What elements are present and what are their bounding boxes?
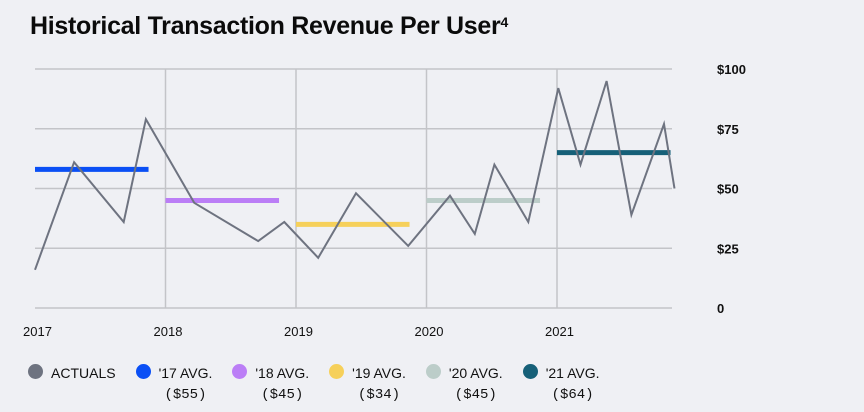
legend-item: '18 AVG. ($45) (232, 362, 309, 406)
title-footnote: 4 (500, 14, 508, 30)
legend-label: '18 AVG. (255, 365, 310, 381)
legend-swatch-icon (135, 364, 151, 379)
legend-item: '19 AVG. ($34) (329, 362, 406, 406)
legend-value: ($64) (551, 387, 594, 403)
legend-swatch-icon (425, 364, 441, 379)
actuals-line-group (34, 80, 676, 271)
legend-value: ($34) (358, 387, 401, 403)
legend-swatch-icon (28, 364, 43, 379)
chart-title: Historical Transaction Revenue Per User4 (30, 12, 508, 41)
x-tick-label: 2017 (23, 324, 52, 339)
x-tick-label: 2018 (154, 324, 183, 339)
y-tick-label: 0 (717, 301, 724, 316)
legend-item: '17 AVG. ($55) (135, 362, 213, 406)
chart-plot: 2017 2018 2019 2020 2021 0 $25 $50 $75 $100 (23, 62, 746, 339)
legend-item: '20 AVG. ($45) (425, 362, 503, 406)
legend-label: '21 AVG. (545, 365, 600, 381)
legend: ACTUALS '17 AVG. ($55) '18 AVG. ($45) '19 AVG… (28, 362, 619, 406)
legend-label: ACTUALS (51, 365, 116, 381)
legend-value: ($45) (261, 387, 304, 403)
legend-text: '17 AVG. ($55) (159, 362, 213, 406)
legend-text: ACTUALS (51, 362, 116, 384)
y-tick-label: $50 (717, 182, 739, 197)
x-tick-label: 2019 (284, 324, 313, 339)
legend-text: '19 AVG. ($34) (352, 362, 406, 406)
legend-text: '18 AVG. ($45) (255, 362, 309, 406)
legend-item: ACTUALS (28, 362, 116, 406)
x-tick-label: 2020 (415, 324, 444, 339)
legend-item: '21 AVG. ($64) (522, 362, 600, 406)
legend-label: '19 AVG. (352, 365, 406, 381)
legend-swatch-icon (232, 364, 248, 379)
legend-swatch-icon (329, 364, 345, 379)
x-axis-ticks: 2017 2018 2019 2020 2021 (23, 324, 574, 339)
y-tick-label: $25 (717, 241, 739, 256)
y-axis-ticks: 0 $25 $50 $75 $100 (717, 62, 746, 316)
actuals-line (34, 80, 676, 271)
chart-title-text: Historical Transaction Revenue Per User (30, 12, 501, 40)
legend-value: ($55) (164, 387, 207, 403)
legend-value: ($45) (454, 387, 497, 403)
legend-label: '17 AVG. (158, 365, 213, 381)
x-tick-label: 2021 (545, 324, 574, 339)
legend-swatch-icon (522, 364, 538, 379)
y-tick-label: $75 (717, 122, 739, 137)
y-tick-label: $100 (717, 62, 746, 77)
grid (35, 68, 672, 309)
legend-text: '21 AVG. ($64) (546, 362, 600, 406)
legend-label: '20 AVG. (448, 365, 503, 381)
legend-text: '20 AVG. ($45) (449, 362, 503, 406)
